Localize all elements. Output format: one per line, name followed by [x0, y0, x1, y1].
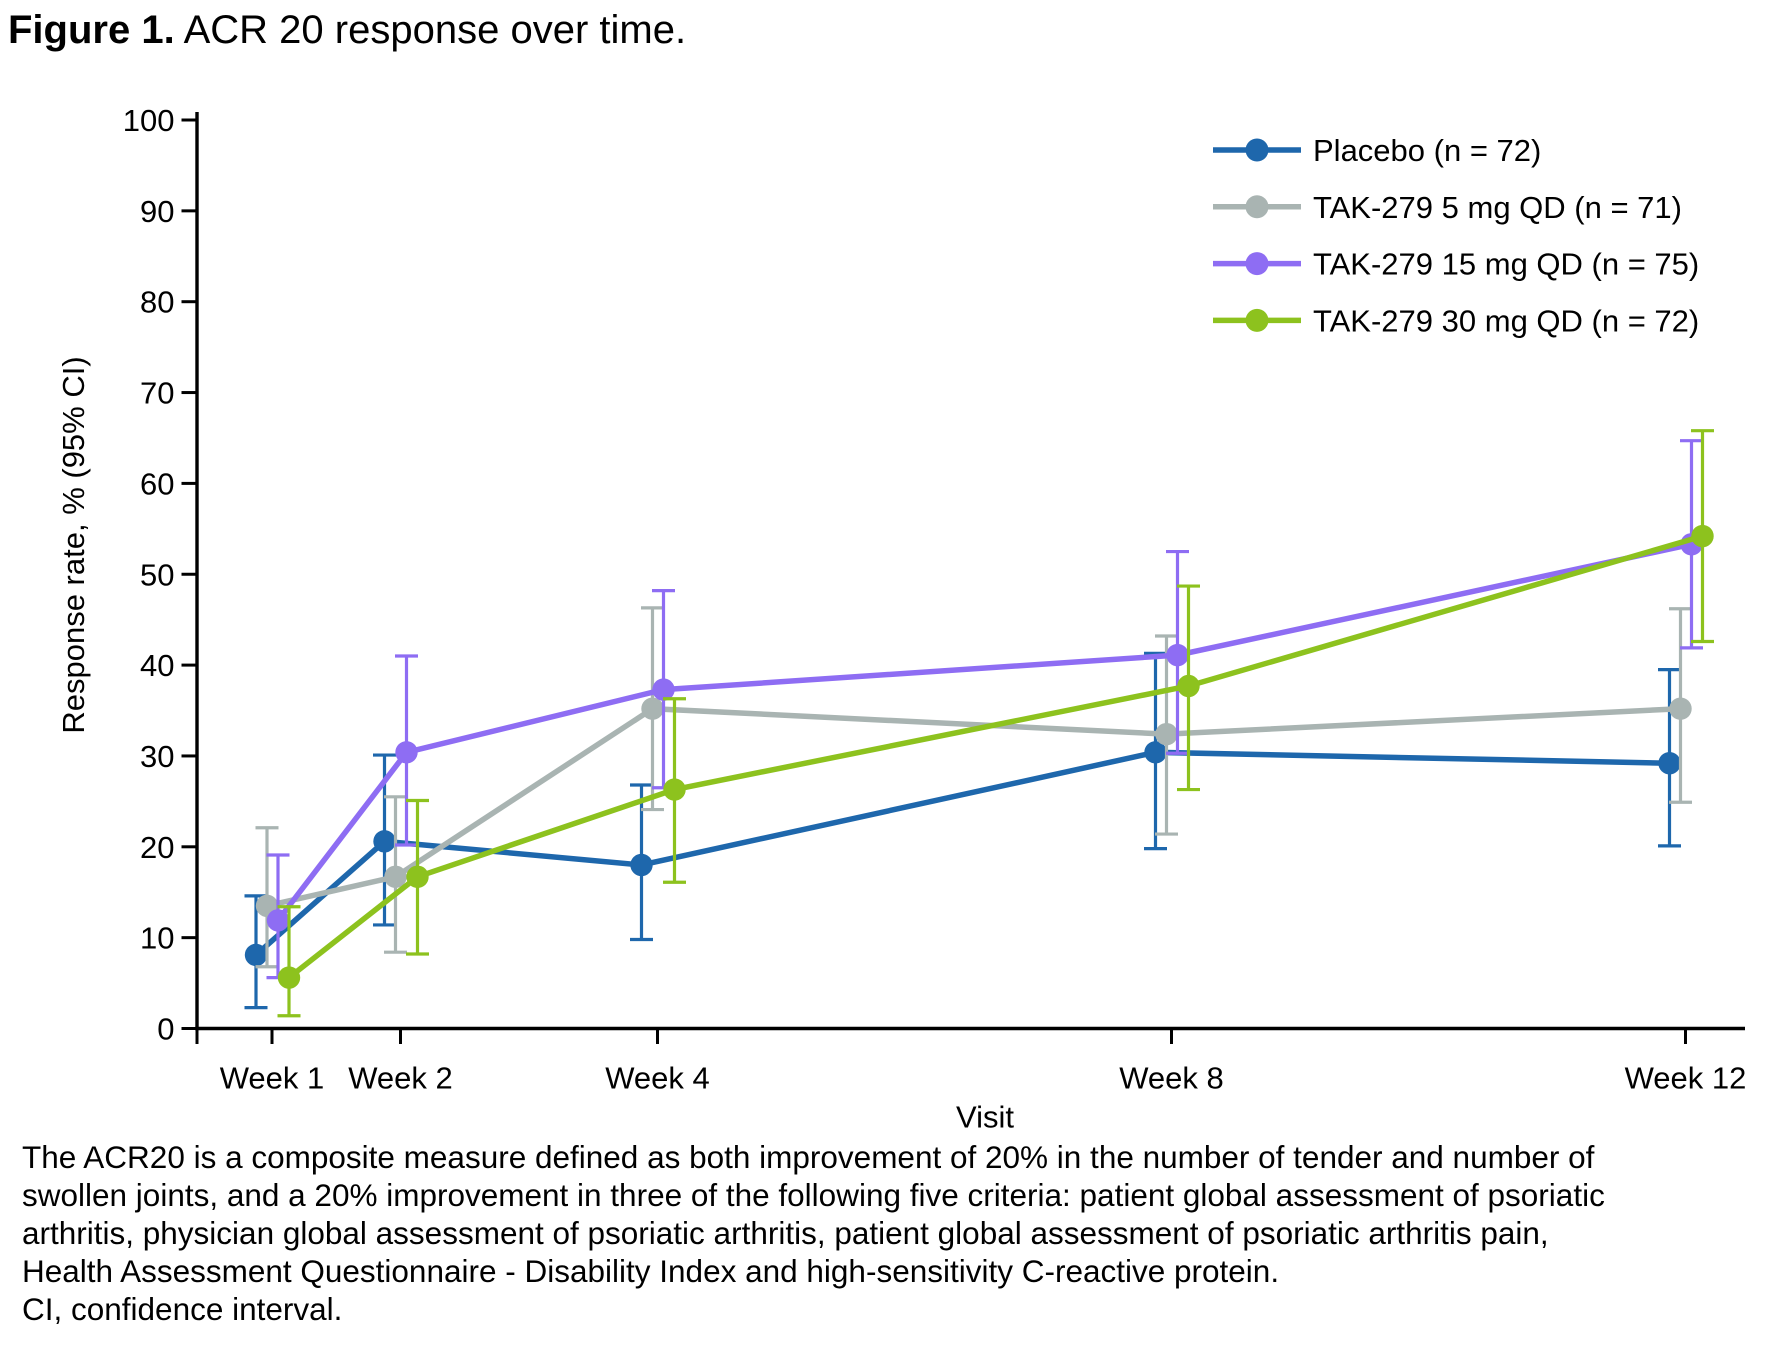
footnote-line-2: swollen joints, and a 20% improvement in… [22, 1177, 1605, 1213]
error-bars-placebo [244, 651, 1681, 1010]
legend-item-tak279-5mg: TAK-279 5 mg QD (n = 71) [1213, 190, 1682, 225]
point-placebo-week-8 [1144, 741, 1167, 764]
legend-label-tak279-5mg: TAK-279 5 mg QD (n = 71) [1313, 190, 1682, 225]
y-tick-label-50: 50 [140, 557, 174, 592]
x-tick-label-week-4: Week 4 [605, 1061, 710, 1096]
x-tick-label-week-2: Week 2 [348, 1061, 453, 1096]
series-tak279-15mg [266, 439, 1703, 980]
y-tick-label-20: 20 [140, 830, 174, 865]
figure-title-prefix: Figure 1. [8, 8, 175, 52]
y-axis-ticks: 0 10 20 30 40 50 60 70 80 90 100 [123, 103, 197, 1047]
footnote-line-3: arthritis, physician global assessment o… [22, 1215, 1549, 1251]
footnote-line-5: CI, confidence interval. [22, 1291, 343, 1327]
y-tick-label-80: 80 [140, 285, 174, 320]
point-placebo-week-12 [1658, 752, 1681, 775]
y-tick-label-30: 30 [140, 739, 174, 774]
legend-marker-tak279-5mg [1245, 195, 1269, 219]
markers-placebo [244, 741, 1681, 967]
legend-item-placebo: Placebo (n = 72) [1213, 133, 1541, 168]
point-tak279-5mg-week-4 [641, 697, 664, 720]
y-tick-label-100: 100 [123, 103, 175, 138]
acr20-response-chart: 0 10 20 30 40 50 60 70 80 90 100 Week 1 Week 2 Week 4… [56, 103, 1747, 1133]
line-placebo [254, 749, 1670, 957]
point-tak279-30mg-week-12 [1691, 524, 1714, 548]
point-tak279-30mg-week-2 [406, 865, 429, 888]
point-tak279-15mg-week-1 [266, 909, 290, 932]
figure-footnote: The ACR20 is a composite measure defined… [22, 1138, 1605, 1328]
point-placebo-week-4 [630, 853, 653, 877]
y-tick-label-90: 90 [140, 194, 174, 229]
point-tak279-15mg-week-4 [652, 678, 675, 701]
x-axis-ticks: Week 1 Week 2 Week 4 Week 8 Week 12 [195, 1028, 1747, 1096]
point-tak279-30mg-week-8 [1177, 674, 1200, 698]
y-tick-label-40: 40 [140, 648, 174, 683]
legend-marker-tak279-30mg [1245, 308, 1269, 332]
point-tak279-30mg-week-4 [663, 778, 686, 801]
y-axis-title: Response rate, % (95% CI) [56, 356, 91, 733]
point-tak279-5mg-week-8 [1155, 722, 1178, 746]
axes [195, 112, 1745, 1031]
series-tak279-30mg [277, 429, 1714, 1018]
line-tak279-5mg [266, 705, 1681, 909]
markers-tak279-5mg [255, 697, 1692, 918]
legend-marker-placebo [1245, 138, 1269, 162]
y-tick-label-60: 60 [140, 466, 174, 501]
point-tak279-5mg-week-2 [384, 865, 407, 888]
y-tick-label-10: 10 [140, 921, 174, 956]
markers-tak279-30mg [277, 524, 1714, 989]
x-tick-label-week-1: Week 1 [220, 1061, 325, 1096]
legend: Placebo (n = 72) TAK-279 5 mg QD (n = 71)… [1213, 133, 1699, 338]
legend-label-tak279-30mg: TAK-279 30 mg QD (n = 72) [1313, 303, 1699, 338]
point-placebo-week-2 [373, 830, 396, 853]
series-placebo [244, 651, 1681, 1010]
point-tak279-30mg-week-1 [277, 966, 301, 989]
legend-item-tak279-15mg: TAK-279 15 mg QD (n = 75) [1213, 247, 1699, 282]
legend-marker-tak279-15mg [1245, 252, 1269, 276]
footnote-line-1: The ACR20 is a composite measure defined… [22, 1139, 1595, 1175]
legend-label-tak279-15mg: TAK-279 15 mg QD (n = 75) [1313, 247, 1699, 282]
footnote-line-4: Health Assessment Questionnaire - Disabi… [22, 1253, 1280, 1289]
point-placebo-week-1 [244, 943, 268, 967]
point-tak279-15mg-week-8 [1166, 643, 1189, 667]
y-tick-label-0: 0 [157, 1012, 174, 1047]
point-tak279-15mg-week-2 [395, 741, 418, 764]
legend-label-placebo: Placebo (n = 72) [1313, 133, 1541, 168]
error-bars-tak279-5mg [255, 606, 1692, 969]
x-axis-title: Visit [956, 1100, 1014, 1133]
point-tak279-5mg-week-12 [1669, 697, 1692, 720]
series-tak279-5mg [255, 606, 1692, 969]
x-tick-label-week-12: Week 12 [1625, 1061, 1747, 1096]
error-bars-tak279-15mg [266, 439, 1703, 980]
figure-title: Figure 1. ACR 20 response over time. [8, 6, 686, 54]
legend-item-tak279-30mg: TAK-279 30 mg QD (n = 72) [1213, 303, 1699, 338]
y-tick-label-70: 70 [140, 376, 174, 411]
figure-title-text: ACR 20 response over time. [174, 8, 687, 52]
x-tick-label-week-8: Week 8 [1119, 1061, 1224, 1096]
